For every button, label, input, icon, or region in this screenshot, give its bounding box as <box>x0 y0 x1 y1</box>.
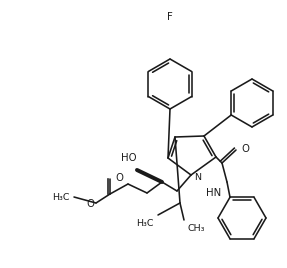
Text: O: O <box>86 199 94 209</box>
Text: O: O <box>115 173 123 183</box>
Text: F: F <box>167 12 173 22</box>
Text: HO: HO <box>121 153 137 163</box>
Text: HN: HN <box>206 188 221 198</box>
Text: O: O <box>241 144 249 154</box>
Text: CH₃: CH₃ <box>188 224 205 233</box>
Text: H₃C: H₃C <box>137 219 154 228</box>
Text: H₃C: H₃C <box>53 192 70 202</box>
Text: N: N <box>194 173 201 182</box>
